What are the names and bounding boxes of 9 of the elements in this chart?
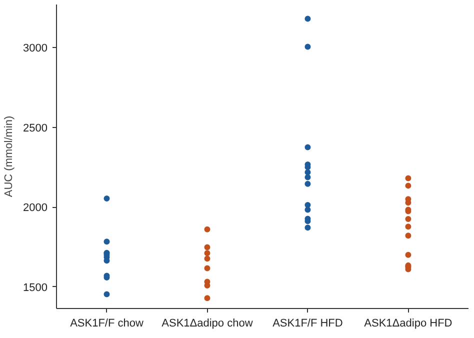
x-tick-label: ASK1Δadipo HFD: [364, 318, 452, 330]
x-tick-label: ASK1Δadipo chow: [162, 318, 253, 330]
y-tick-label: 3000: [23, 42, 48, 55]
y-tick-label: 1500: [23, 282, 48, 294]
x-tick-label: ASK1F/F HFD: [272, 318, 343, 330]
y-tick-label: 2000: [23, 202, 48, 214]
y-axis-title: AUC (mmol/min): [3, 116, 16, 198]
x-tick-label: ASK1F/F chow: [70, 318, 144, 330]
y-tick-label: 2500: [23, 122, 48, 134]
